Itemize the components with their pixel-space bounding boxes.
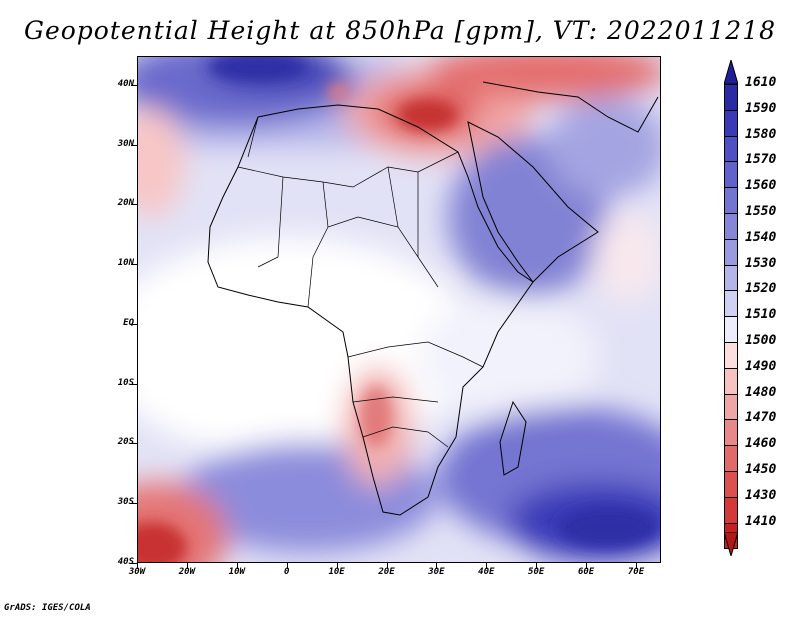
lon-tick: [536, 563, 538, 569]
colorbar-top-arrow: [724, 60, 738, 84]
lat-tick: [131, 443, 137, 445]
colorbar-label: 1480: [745, 384, 777, 400]
lat-tick-label: 30S: [117, 496, 134, 507]
lat-tick-label: 10S: [117, 377, 134, 388]
lat-tick: [131, 323, 137, 325]
lon-tick-label: 50E: [528, 567, 545, 577]
lat-tick-label: 10N: [117, 258, 134, 269]
lat-tick: [131, 264, 137, 266]
colorbar-label: 1560: [745, 178, 777, 194]
colorbar-label: 1510: [745, 307, 777, 323]
colorbar-cell: [724, 342, 738, 369]
lat-tick: [131, 383, 137, 385]
lon-tick: [336, 563, 338, 569]
lon-tick-label: 10E: [328, 567, 345, 577]
lon-tick-label: 30E: [428, 567, 445, 577]
lat-tick-label: 40N: [117, 79, 134, 89]
lon-tick-label: 20W: [178, 567, 196, 577]
colorbar-label: 1460: [745, 436, 777, 452]
colorbar-cell: [724, 393, 738, 421]
lat-tick-label: 20N: [117, 198, 134, 209]
colorbar-cell: [724, 471, 738, 498]
lon-tick-label: 40E: [478, 567, 495, 577]
colorbar-label: 1520: [745, 281, 777, 297]
colorbar-cell: [724, 84, 738, 111]
lon-tick: [636, 563, 637, 569]
colorbar-bottom-arrow: [724, 532, 738, 556]
colorbar-label: 1470: [745, 410, 777, 426]
map-plot-area: [137, 56, 661, 563]
lat-tick-label: EQ: [123, 317, 134, 328]
lat-tick: [131, 563, 137, 564]
colorbar-label: 1530: [745, 255, 777, 271]
colorbar-cell: [724, 161, 738, 189]
colorbar-cell: [724, 290, 738, 318]
colorbar-cell: [724, 264, 738, 292]
lat-tick: [131, 144, 137, 146]
lon-tick-label: 60E: [577, 567, 595, 577]
colorbar-cell: [724, 238, 738, 266]
colorbar-cell: [724, 187, 738, 214]
lon-tick: [486, 563, 488, 569]
lat-tick-label: 40S: [117, 557, 134, 567]
coastline-africa: [207, 81, 659, 516]
lon-tick-label: 10W: [228, 567, 245, 577]
lon-tick: [436, 563, 438, 569]
colorbar-label: 1570: [745, 152, 777, 168]
lon-tick-label: 20E: [378, 567, 395, 577]
lat-tick: [131, 502, 137, 504]
lon-tick-label: 30W: [128, 567, 146, 577]
colorbar-label: 1490: [745, 358, 777, 374]
colorbar-cell: [724, 445, 738, 472]
colorbar-label: 1410: [745, 513, 777, 529]
colorbar-cell: [724, 367, 738, 395]
colorbar-label: 1550: [745, 204, 777, 219]
colorbar-cell: [724, 109, 738, 137]
lon-tick: [586, 563, 588, 569]
colorbar-label: 1430: [745, 487, 777, 503]
lon-tick: [186, 563, 188, 569]
lon-tick: [386, 563, 388, 569]
colorbar-cell: [724, 135, 738, 163]
colorbar-cell: [724, 316, 738, 343]
grads-credit: GrADS: IGES/COLA: [4, 603, 91, 613]
map-title: Geopotential Height at 850hPa [gpm], VT:…: [23, 16, 777, 45]
colorbar-label: 1610: [745, 75, 777, 90]
colorbar-cell: [724, 419, 738, 447]
lon-tick: [286, 563, 288, 569]
lon-tick: [236, 563, 238, 569]
colorbar-label: 1500: [745, 333, 777, 348]
lat-tick-label: 20S: [117, 437, 134, 448]
geopotential-field: [138, 57, 660, 562]
colorbar-label: 1590: [745, 100, 777, 116]
lon-tick-label: 70E: [627, 567, 645, 577]
lon-tick: [137, 563, 138, 569]
country-borders: [237, 116, 484, 448]
colorbar-label: 1540: [745, 229, 777, 245]
lat-tick-label: 30N: [117, 138, 134, 149]
lat-tick: [131, 85, 137, 86]
lat-tick: [131, 204, 137, 206]
colorbar-cell: [724, 496, 738, 524]
colorbar-cell: [724, 213, 738, 240]
colorbar-label: 1450: [745, 462, 777, 477]
colorbar-label: 1580: [745, 126, 777, 142]
lon-tick-label: 0: [283, 567, 290, 577]
